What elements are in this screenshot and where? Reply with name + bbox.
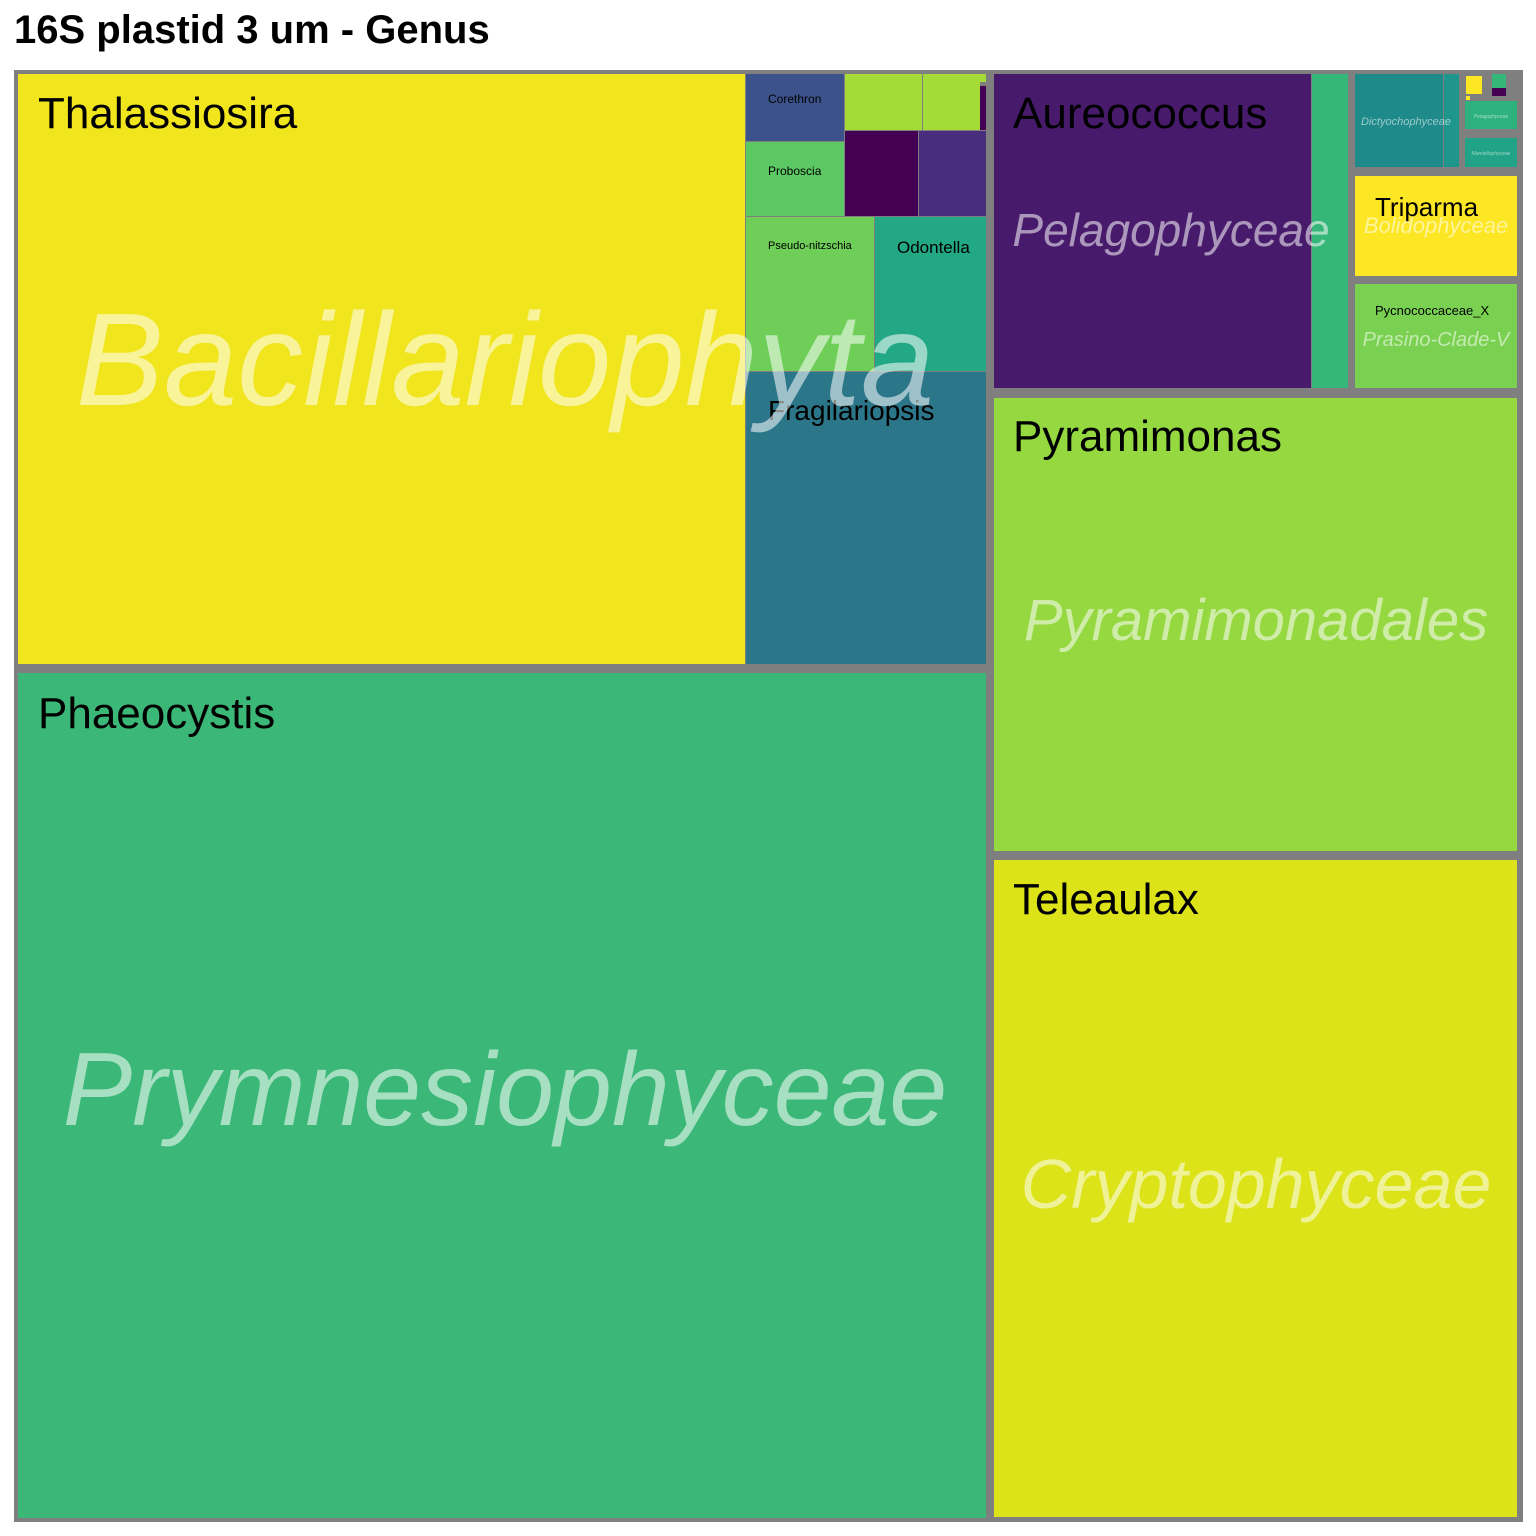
- genus-label-thalassiosira: Thalassiosira: [38, 89, 298, 138]
- genus-label-pycnococcaceae-x: Pycnococcaceae_X: [1375, 303, 1490, 318]
- chart-title: 16S plastid 3 um - Genus: [14, 8, 490, 52]
- treemap-cell-small-2: [1492, 88, 1506, 96]
- treemap-cell-pseudo-nitzschia: [746, 217, 874, 371]
- treemap-cell-teleaulax: [994, 860, 1517, 1517]
- group-label-dictyochophyceae: Dictyochophyceae: [1361, 116, 1451, 128]
- group-label-cryptophyceae: Cryptophyceae: [1021, 1145, 1492, 1223]
- treemap-cell-dictyochophyceae: [1444, 74, 1459, 167]
- treemap-cell-bacillariophyta: [919, 131, 986, 216]
- treemap-cell-fragilariopsis: [746, 372, 986, 664]
- group-label-bolidophyceae: Bolidophyceae: [1364, 213, 1508, 238]
- group-label-mamiellophyceae: Mamiellophyceae: [1472, 151, 1511, 157]
- treemap-cell-small-4: [980, 86, 986, 130]
- genus-label-aureococcus: Aureococcus: [1013, 89, 1267, 138]
- treemap-cell-small-1: [1492, 74, 1506, 88]
- treemap-cell-proboscia: [746, 142, 844, 216]
- genus-label-proboscia: Proboscia: [768, 164, 822, 178]
- treemap-cell-pyramimonas: [994, 398, 1517, 851]
- group-label-prymnesiophyceae: Prymnesiophyceae: [63, 1032, 947, 1148]
- genus-label-fragilariopsis: Fragilariopsis: [768, 395, 935, 426]
- treemap-cell-odontella: [875, 217, 986, 371]
- treemap-cell-dictyochophyceae: [1355, 74, 1443, 167]
- treemap-cell-mamiellophyceae: [1465, 138, 1517, 167]
- treemap-cell-corethron: [746, 74, 844, 141]
- genus-label-odontella: Odontella: [897, 238, 970, 257]
- group-label-prasino-clade-v: Prasino-Clade-V: [1363, 329, 1511, 351]
- genus-label-teleaulax: Teleaulax: [1013, 875, 1199, 924]
- treemap-cell-pelagophyceae: [1465, 101, 1517, 129]
- group-label-pelagophyceae: Pelagophyceae: [1012, 204, 1329, 256]
- treemap-cell-thalassiosira: [18, 74, 745, 664]
- treemap-cell-phaeocystis: [18, 673, 986, 1518]
- genus-label-pseudo-nitzschia: Pseudo-nitzschia: [768, 240, 853, 252]
- treemap-cell-pelagophyceae: [1312, 74, 1348, 388]
- treemap-cell-bacillariophyta: [845, 131, 918, 216]
- group-label-pelagophyceae: Pelagophyceae: [1474, 114, 1509, 120]
- group-label-bacillariophyta: Bacillariophyta: [76, 286, 934, 433]
- treemap-cell-aureococcus: [994, 74, 1311, 388]
- treemap-cell-bacillariophyta: [923, 74, 980, 130]
- treemap-cell-small-0: [1466, 76, 1482, 94]
- treemap-cell-pycnococcaceae-x: [1355, 284, 1517, 388]
- treemap-cell-small-5: [1466, 96, 1470, 100]
- treemap-cell-triparma: [1355, 176, 1517, 276]
- genus-label-triparma: Triparma: [1375, 192, 1479, 222]
- genus-label-corethron: Corethron: [768, 92, 821, 106]
- genus-label-pyramimonas: Pyramimonas: [1013, 412, 1282, 461]
- treemap-cell-bacillariophyta: [845, 74, 922, 130]
- genus-label-phaeocystis: Phaeocystis: [38, 689, 275, 738]
- treemap-cell-small-3: [980, 74, 986, 82]
- group-label-pyramimonadales: Pyramimonadales: [1024, 588, 1488, 653]
